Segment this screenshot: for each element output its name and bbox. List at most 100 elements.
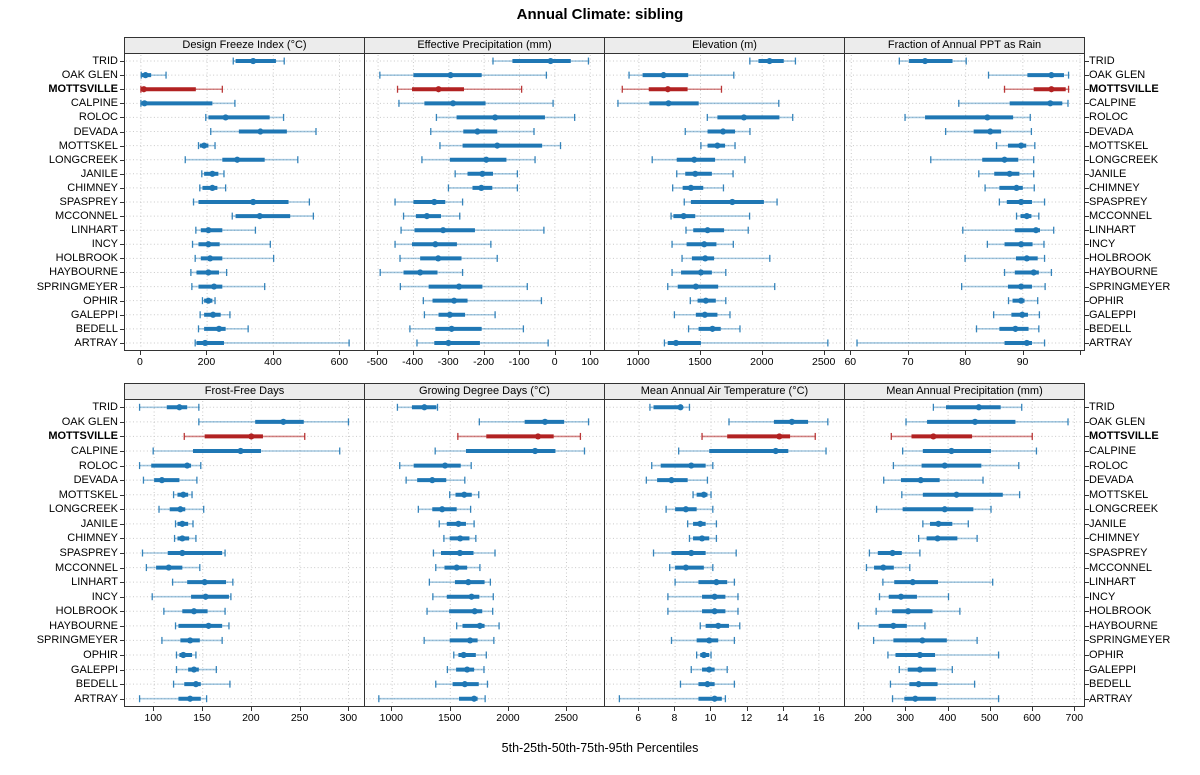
site-label-right-artray: ARTRAY <box>1089 692 1133 705</box>
site-label-right-chimney: CHIMNEY <box>1089 181 1140 194</box>
panel-canvas <box>605 55 844 349</box>
site-label-right-roloc: ROLOC <box>1089 111 1129 124</box>
site-label-left-artray: ARTRAY <box>74 336 118 349</box>
axis-tick <box>674 707 676 711</box>
row-tick <box>1085 553 1089 554</box>
axis-tick <box>1032 707 1034 711</box>
axis-tick-label: 300 <box>339 712 358 724</box>
axis-tick <box>377 351 379 355</box>
panel-strip-title: Effective Precipitation (mm) <box>417 39 552 51</box>
axis-tick-label: 100 <box>581 356 599 368</box>
axis-tick-label: 600 <box>1023 712 1041 724</box>
site-label-right-devada: DEVADA <box>1089 474 1134 487</box>
row-tick <box>1085 640 1089 642</box>
site-label-right-roloc: ROLOC <box>1089 459 1129 472</box>
row-tick <box>1085 669 1089 671</box>
row-tick <box>120 567 124 569</box>
site-label-right-incy: INCY <box>1089 590 1116 603</box>
row-tick <box>120 494 124 496</box>
row-tick <box>1085 684 1089 686</box>
row-tick <box>120 131 124 133</box>
panel-strip-frost-free-days: Frost-Free Days <box>124 383 365 400</box>
site-label-right-calpine: CALPINE <box>1089 97 1137 110</box>
axis-tick <box>412 351 414 355</box>
axis-tick-label: 200 <box>242 712 260 724</box>
site-label-right-galeppi: GALEPPI <box>1089 663 1137 676</box>
site-label-right-mottsville: MOTTSVILLE <box>1089 430 1159 443</box>
row-tick <box>1085 89 1089 91</box>
site-label-right-oak-glen: OAK GLEN <box>1089 415 1146 428</box>
site-label-left-holbrook: HOLBROOK <box>55 252 118 265</box>
axis-tick <box>206 351 208 355</box>
axis-tick-label: 60 <box>844 356 857 368</box>
row-tick <box>1085 465 1089 467</box>
row-tick <box>1085 436 1089 438</box>
site-label-right-trid: TRID <box>1089 401 1115 414</box>
row-tick <box>120 173 124 175</box>
axis-tick <box>863 707 864 711</box>
row-tick <box>1085 61 1089 63</box>
site-label-left-calpine: CALPINE <box>70 97 118 110</box>
row-tick <box>120 286 124 288</box>
axis-tick <box>202 707 204 711</box>
panel-strip-title: Elevation (m) <box>692 39 757 51</box>
site-label-right-holbrook: HOLBROOK <box>1089 605 1152 618</box>
site-label-left-bedell: BEDELL <box>75 678 118 691</box>
row-tick <box>120 61 124 63</box>
row-tick <box>120 625 124 627</box>
chart-title: Annual Climate: sibling <box>516 6 684 23</box>
site-label-right-ophir: OPHIR <box>1089 649 1124 661</box>
axis-tick-label: 200 <box>197 356 216 368</box>
row-tick <box>120 480 124 482</box>
row-tick <box>1085 421 1089 423</box>
site-label-right-longcreek: LONGCREEK <box>1089 503 1159 516</box>
axis-tick <box>746 707 748 711</box>
site-label-right-devada: DEVADA <box>1089 125 1134 138</box>
axis-tick-label: 80 <box>959 356 971 368</box>
axis-tick <box>947 707 949 711</box>
panel-mean-annual-air-temperature-c <box>604 399 845 707</box>
panel-strip-title: Design Freeze Index (°C) <box>182 39 307 51</box>
row-tick <box>1085 538 1089 540</box>
site-label-right-ophir: OPHIR <box>1089 294 1124 307</box>
row-tick <box>120 103 124 105</box>
panel-strip-title: Growing Degree Days (°C) <box>419 385 550 397</box>
site-label-right-galeppi: GALEPPI <box>1089 308 1137 321</box>
axis-tick-label: -200 <box>473 356 495 368</box>
axis-tick <box>272 351 274 355</box>
site-label-left-trid: TRID <box>92 401 118 414</box>
axis-tick <box>782 707 784 711</box>
site-label-right-bedell: BEDELL <box>1089 678 1132 691</box>
site-label-left-spasprey: SPASPREY <box>59 547 119 559</box>
site-label-left-mottsville: MOTTSVILLE <box>48 430 118 443</box>
site-label-left-linhart: LINHART <box>71 576 118 589</box>
site-label-right-calpine: CALPINE <box>1089 445 1137 457</box>
site-label-right-longcreek: LONGCREEK <box>1089 153 1159 166</box>
axis-tick <box>699 351 701 355</box>
site-label-left-chimney: CHIMNEY <box>67 181 118 194</box>
axis-tick <box>391 707 393 711</box>
axis-tick-label: 90 <box>1016 356 1029 368</box>
site-label-left-haybourne: HAYBOURNE <box>49 619 118 632</box>
row-tick <box>1085 625 1089 627</box>
row-tick <box>1085 244 1089 246</box>
row-tick <box>1085 509 1089 511</box>
site-label-right-oak-glen: OAK GLEN <box>1089 69 1146 82</box>
site-label-right-bedell: BEDELL <box>1089 322 1132 335</box>
site-label-left-bedell: BEDELL <box>75 322 118 335</box>
axis-tick-label: 2500 <box>812 356 836 368</box>
site-label-right-haybourne: HAYBOURNE <box>1089 619 1158 632</box>
site-label-right-mottsville: MOTTSVILLE <box>1089 83 1159 96</box>
row-tick <box>120 342 124 344</box>
site-label-left-springmeyer: SPRINGMEYER <box>36 280 118 293</box>
row-tick <box>1085 258 1089 260</box>
axis-tick <box>761 351 763 355</box>
row-tick <box>120 244 124 246</box>
axis-tick <box>449 707 451 711</box>
site-label-left-ophir: OPHIR <box>83 649 118 661</box>
axis-tick <box>250 707 252 711</box>
axis-tick-label: 1500 <box>437 712 462 724</box>
row-tick <box>120 300 124 302</box>
axis-tick-label: 1500 <box>688 356 712 368</box>
axis-tick <box>590 351 592 355</box>
